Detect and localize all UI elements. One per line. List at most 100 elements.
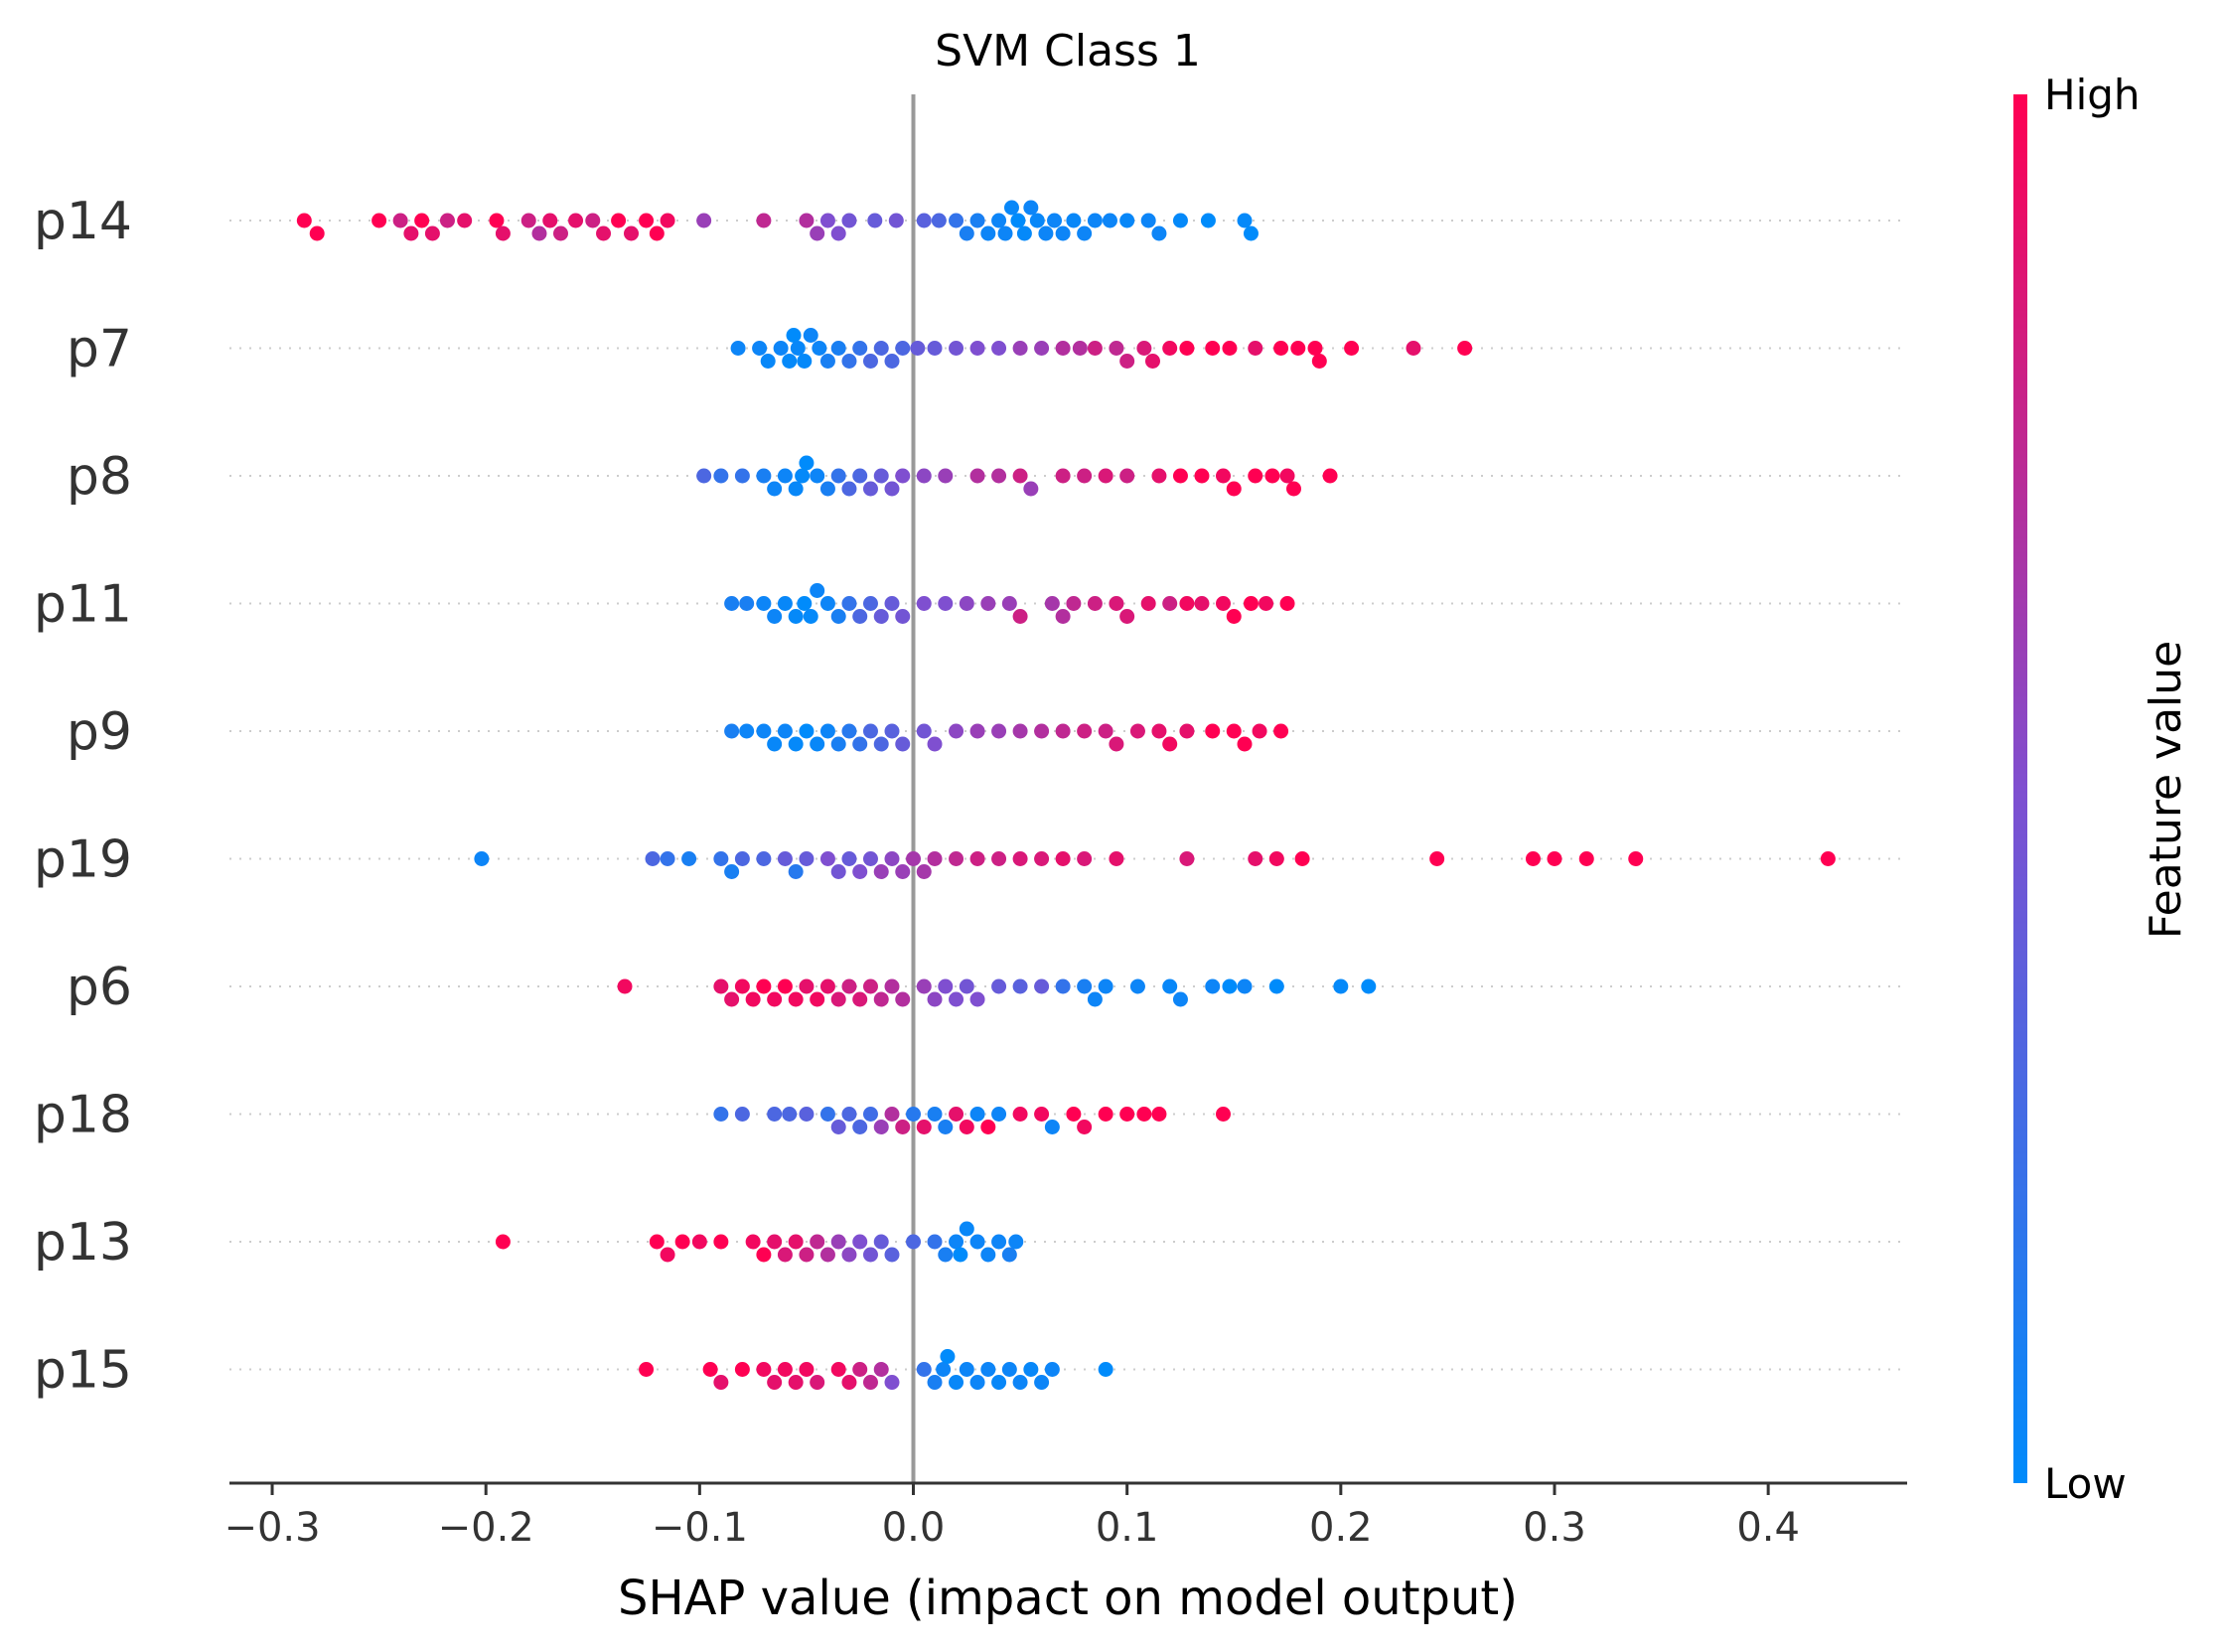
shap-dots [296,200,1836,1390]
dot-p14-38 [991,213,1007,228]
chart-title: SVM Class 1 [935,26,1201,76]
dot-p15-8 [799,1362,815,1377]
feature-label-p13: p13 [34,1213,132,1273]
dot-p8-29 [1172,468,1188,484]
dot-p18-31 [1215,1107,1231,1122]
dot-p9-22 [1034,723,1050,739]
dot-p15-0 [639,1362,655,1377]
dot-p14-51 [1102,213,1117,228]
dot-p9-26 [1109,736,1124,752]
dot-p7-37 [1273,341,1289,356]
dot-p18-0 [713,1107,729,1122]
dot-p14-41 [1010,213,1026,228]
dot-p11-23 [1044,596,1060,611]
dot-p9-17 [927,736,943,752]
dot-p11-2 [756,596,772,611]
dot-p19-19 [906,851,922,866]
x-tick-label-3: 0.0 [882,1505,946,1551]
dot-p6-35 [1205,978,1221,994]
dot-p9-5 [788,736,804,752]
dot-p7-9 [812,341,827,356]
dot-p18-28 [1119,1107,1135,1122]
dot-p19-2 [660,851,675,866]
dot-p11-25 [1066,596,1082,611]
dot-p18-21 [991,1107,1007,1122]
dot-p14-55 [1172,213,1188,228]
feature-labels: p14 p7 p8 p11 p9 p19 p6 p18 p13 p15 [34,192,132,1401]
dot-p19-14 [852,864,868,879]
dot-p13-16 [852,1234,868,1250]
dot-p15-27 [1023,1362,1039,1377]
dot-p15-14 [873,1362,889,1377]
dot-p13-20 [906,1234,922,1250]
dot-p7-33 [1179,341,1195,356]
dot-p7-7 [797,354,813,369]
dot-p7-22 [991,341,1007,356]
dot-p9-35 [1273,723,1289,739]
dot-p14-35 [959,225,974,241]
dot-p19-32 [1268,851,1284,866]
dot-p14-33 [931,213,947,228]
dot-p19-24 [991,851,1007,866]
dot-p6-16 [873,991,889,1007]
dot-p11-24 [1055,609,1071,624]
dot-p11-33 [1215,596,1231,611]
dot-p6-34 [1172,991,1188,1007]
dot-p8-11 [830,468,846,484]
dot-p6-6 [767,991,783,1007]
dot-p14-20 [639,213,655,228]
dot-p8-36 [1285,481,1301,497]
dot-p14-19 [623,225,639,241]
dot-p19-0 [474,851,490,866]
dot-p14-48 [1066,213,1082,228]
dot-p7-12 [841,354,857,369]
dot-p15-10 [830,1362,846,1377]
dot-p18-26 [1077,1120,1093,1134]
dot-p6-26 [1012,978,1028,994]
dot-p7-10 [819,354,835,369]
dot-p15-29 [1044,1362,1060,1377]
dot-p8-20 [969,468,985,484]
dot-p14-40 [1003,200,1019,216]
dot-p15-21 [959,1362,974,1377]
dot-p8-31 [1215,468,1231,484]
dot-p6-37 [1237,978,1253,994]
dot-p6-40 [1361,978,1377,994]
dot-p7-43 [1457,341,1473,356]
dot-p11-20 [980,596,996,611]
dot-p8-0 [696,468,712,484]
dot-p9-34 [1252,723,1267,739]
dot-p11-8 [810,583,825,598]
dot-p15-16 [916,1362,932,1377]
dot-p13-10 [788,1234,804,1250]
dot-p7-41 [1344,341,1360,356]
dot-p15-25 [1001,1362,1017,1377]
dot-p6-29 [1077,978,1093,994]
series-p14 [296,200,1259,241]
dot-p6-36 [1222,978,1238,994]
dot-p8-27 [1119,468,1135,484]
dot-p11-32 [1194,596,1210,611]
feature-label-p6: p6 [67,958,132,1017]
dot-p9-20 [991,723,1007,739]
dot-p18-29 [1136,1107,1152,1122]
dot-p9-31 [1205,723,1221,739]
dot-p15-12 [852,1362,868,1377]
dot-p18-15 [927,1107,943,1122]
dot-p7-20 [949,341,964,356]
dot-p8-4 [767,481,783,497]
dot-p7-11 [830,341,846,356]
dot-p6-22 [949,991,964,1007]
dot-p9-9 [830,736,846,752]
dot-p15-13 [862,1375,878,1390]
dot-p11-9 [819,596,835,611]
dot-p8-22 [1012,468,1028,484]
dot-p19-16 [873,864,889,879]
feature-label-p7: p7 [67,320,132,379]
dot-p14-6 [424,225,440,241]
dot-p14-26 [810,225,825,241]
dot-p7-40 [1311,354,1327,369]
dot-p18-6 [830,1120,846,1134]
dot-p11-15 [884,596,900,611]
dot-p15-28 [1034,1375,1050,1390]
